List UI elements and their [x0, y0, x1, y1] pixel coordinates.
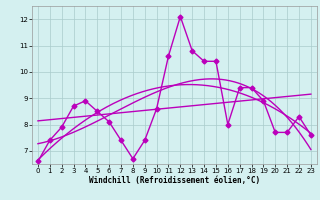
- X-axis label: Windchill (Refroidissement éolien,°C): Windchill (Refroidissement éolien,°C): [89, 176, 260, 185]
